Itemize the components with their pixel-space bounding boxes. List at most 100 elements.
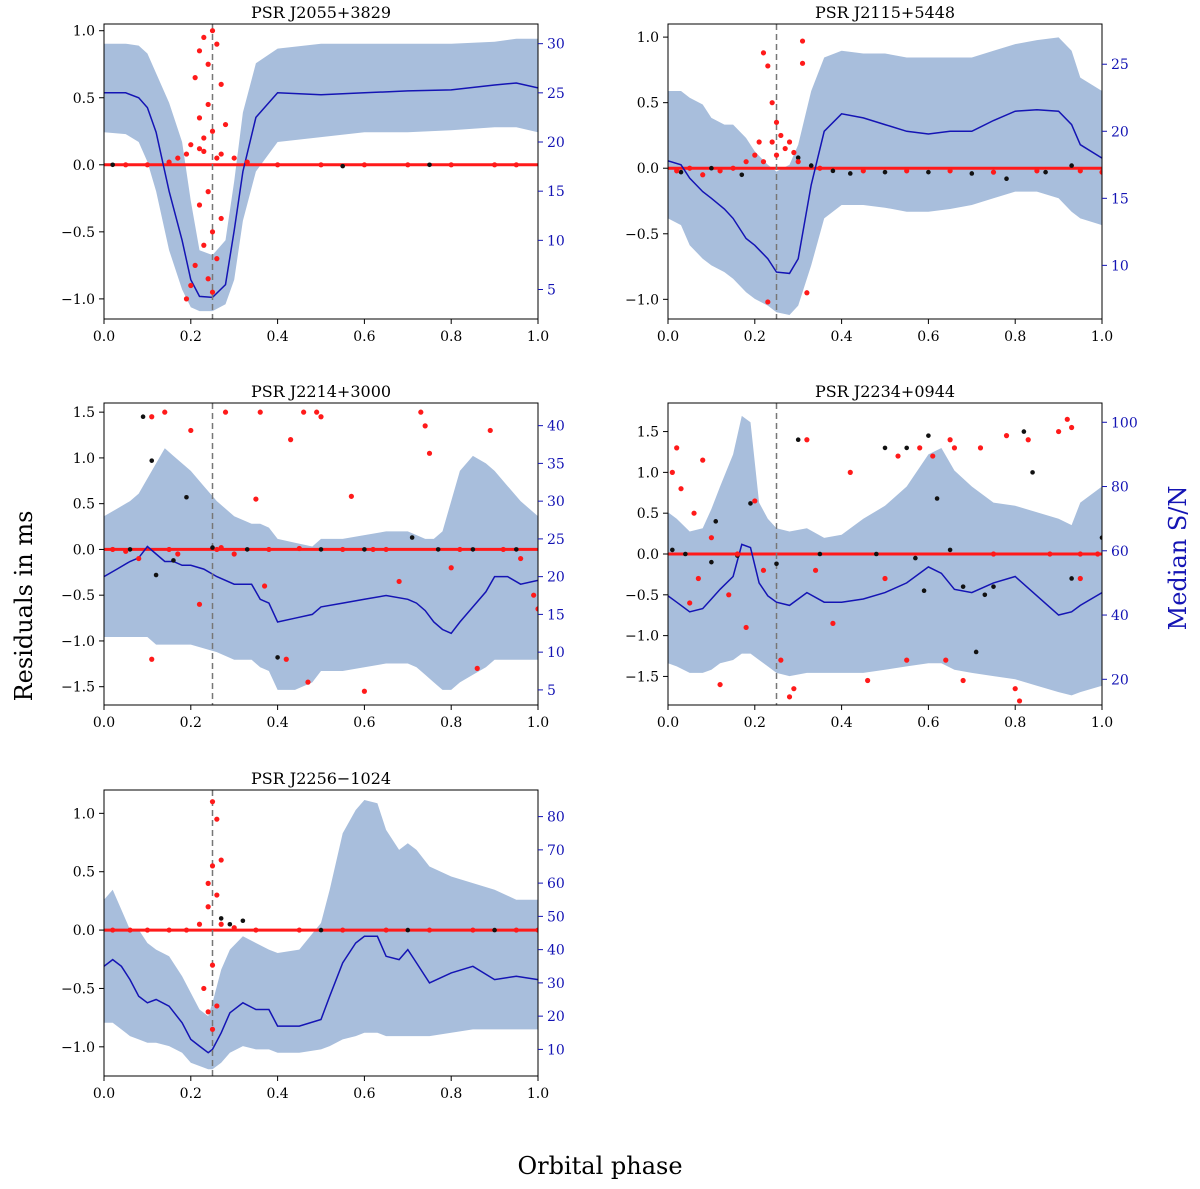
residual-point-red <box>188 282 194 289</box>
residual-point-black <box>470 547 476 552</box>
residual-point-black <box>492 927 497 933</box>
residual-point-red <box>231 925 237 931</box>
y-tick-label: −1.5 <box>61 680 95 696</box>
residual-point-black <box>709 559 714 565</box>
residual-point-red <box>127 927 133 933</box>
x-tick-label: 0.0 <box>93 329 115 345</box>
residual-point-red <box>166 159 172 165</box>
residual-point-red <box>1069 424 1075 431</box>
y2-tick-label: 60 <box>1111 544 1129 560</box>
sn-band <box>668 415 1102 696</box>
residual-point-black <box>1099 535 1102 540</box>
y-tick-label: 0.0 <box>637 161 659 177</box>
residual-point-red <box>288 437 294 443</box>
y2-tick-label: 10 <box>547 645 565 661</box>
y-tick-label: 1.0 <box>73 806 95 822</box>
residual-point-black <box>1004 176 1009 182</box>
residual-point-red <box>904 168 910 174</box>
x-tick-label: 0.8 <box>1004 715 1026 731</box>
residual-point-red <box>123 162 129 168</box>
residual-point-red <box>201 34 207 41</box>
x-tick-label: 0.2 <box>180 329 202 345</box>
residual-point-red <box>144 162 150 168</box>
residual-point-red <box>201 148 207 154</box>
y-tick-label: 0.5 <box>637 96 659 112</box>
residual-point-red <box>674 445 680 451</box>
residual-point-red <box>136 555 142 562</box>
plot-area <box>104 403 538 705</box>
residual-point-black <box>882 445 888 451</box>
y-tick-label: 0.0 <box>73 542 95 558</box>
residual-point-red <box>222 121 229 128</box>
residual-point-red <box>192 75 198 81</box>
residual-point-red <box>470 927 476 933</box>
residual-point-red <box>943 657 949 663</box>
y-tick-label: 0.0 <box>73 158 95 174</box>
residual-point-red <box>678 486 684 492</box>
panel-frame <box>103 402 539 706</box>
residual-point-red <box>752 498 758 504</box>
residual-point-red <box>769 100 775 106</box>
residual-point-black <box>153 572 159 578</box>
residual-point-red <box>209 1026 216 1032</box>
y-tick-label: −0.5 <box>61 588 95 604</box>
y-axis-label-left: Residuals in ms <box>10 510 38 702</box>
plot-area <box>668 403 1102 705</box>
residual-point-red <box>149 656 155 662</box>
y2-tick-label: 20 <box>547 570 565 586</box>
residual-point-red <box>196 601 203 607</box>
residual-point-red <box>804 437 810 443</box>
median-sn-line <box>104 935 538 1054</box>
residual-point-red <box>231 551 237 557</box>
residual-point-red <box>760 50 767 56</box>
residual-point-black <box>709 165 714 171</box>
residual-point-red <box>812 567 819 573</box>
panel-1: PSR J2055+3829 0.0 0.2 0.4 0.6 0.8 1.0 1.0 0.5 0.… <box>61 3 565 345</box>
residual-point-red <box>205 880 211 886</box>
x-tick-label: 1.0 <box>527 715 549 731</box>
residual-point-red <box>214 1003 220 1009</box>
residual-point-red <box>214 155 220 161</box>
residual-point-red <box>175 551 181 557</box>
y-tick-label: −1.0 <box>61 1040 95 1056</box>
residual-point-black <box>218 916 224 921</box>
y-tick-label: −1.5 <box>625 669 659 685</box>
residual-point-red <box>773 119 780 125</box>
residual-point-black <box>969 171 975 176</box>
residual-point-red <box>895 453 901 459</box>
x-tick-label: 0.8 <box>1004 329 1026 345</box>
residual-point-black <box>973 649 979 655</box>
plot-area <box>104 790 538 1076</box>
residual-point-red <box>791 149 797 156</box>
x-tick-label: 0.8 <box>440 1086 462 1102</box>
residual-point-black <box>1069 576 1074 581</box>
residual-point-red <box>205 101 211 108</box>
residual-point-red <box>201 242 207 248</box>
residual-point-red <box>830 620 836 626</box>
residual-point-black <box>670 547 675 553</box>
residual-point-black <box>913 555 918 561</box>
residual-point-black <box>427 162 432 168</box>
residual-point-red <box>348 493 354 499</box>
plot-area <box>104 24 538 319</box>
residual-point-red <box>947 168 953 174</box>
residual-point-red <box>214 816 220 822</box>
panel-frame <box>103 23 539 320</box>
residual-point-red <box>1012 686 1018 692</box>
residual-point-red <box>166 927 172 933</box>
y-tick-label: −0.5 <box>61 981 95 997</box>
residual-point-red <box>205 189 211 195</box>
residual-point-red <box>990 551 997 557</box>
x-tick-label: 0.4 <box>830 715 852 731</box>
y-tick-label: 0.5 <box>73 91 95 107</box>
x-tick-label: 1.0 <box>527 1086 549 1102</box>
y-tick-label: 0.5 <box>73 497 95 513</box>
y2-tick-label: 40 <box>547 943 565 959</box>
residual-point-black <box>683 551 688 557</box>
residual-point-black <box>149 458 155 463</box>
residual-point-red <box>882 575 888 582</box>
residual-point-red <box>175 155 181 161</box>
y-tick-label: 1.5 <box>73 405 95 421</box>
residual-point-red <box>960 677 966 684</box>
